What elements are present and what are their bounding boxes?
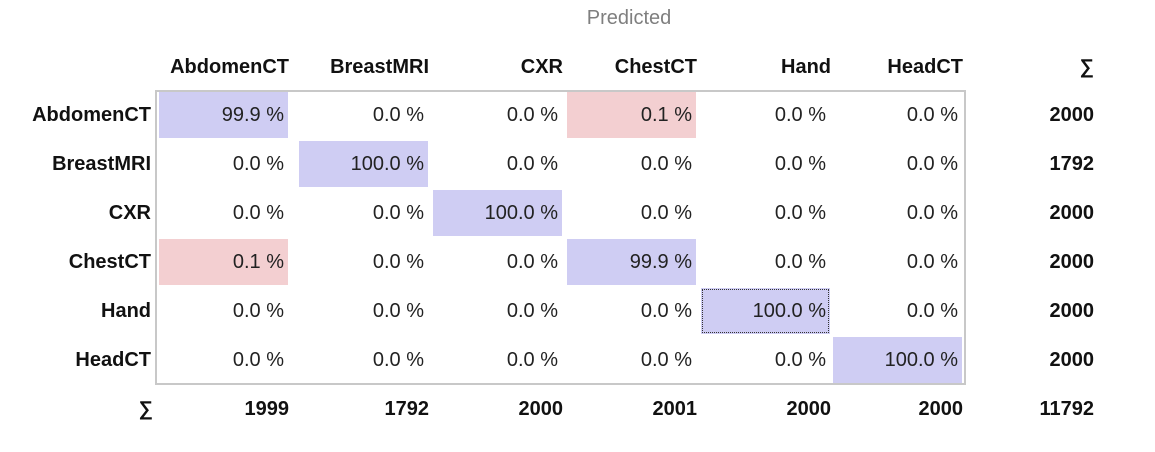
column-sum: 2000 xyxy=(918,397,964,420)
matrix-cell[interactable]: 0.0 % xyxy=(372,103,424,126)
matrix-cell[interactable]: 0.0 % xyxy=(232,348,284,371)
matrix-cell[interactable]: 0.0 % xyxy=(906,152,958,175)
column-header-breastmri: BreastMRI xyxy=(330,55,429,78)
matrix-cell[interactable]: 0.0 % xyxy=(506,250,558,273)
matrix-cell[interactable]: 0.0 % xyxy=(640,348,692,371)
column-sum: 2000 xyxy=(786,397,832,420)
matrix-cell[interactable]: 0.0 % xyxy=(506,299,558,322)
matrix-cell[interactable]: 100.0 % xyxy=(299,141,428,187)
matrix-cell[interactable]: 0.0 % xyxy=(640,152,692,175)
row-sum: 2000 xyxy=(1049,250,1095,273)
column-sum: 1792 xyxy=(384,397,430,420)
row-sum: 2000 xyxy=(1049,201,1095,224)
row-header-chestct: ChestCT xyxy=(68,250,151,273)
axis-title-predicted: Predicted xyxy=(586,7,672,29)
matrix-cell[interactable]: 0.0 % xyxy=(506,348,558,371)
matrix-cell[interactable]: 0.0 % xyxy=(774,348,826,371)
matrix-cell[interactable]: 0.0 % xyxy=(906,201,958,224)
row-sum: 1792 xyxy=(1049,152,1095,175)
row-header-hand: Hand xyxy=(101,299,151,322)
matrix-cell[interactable]: 0.0 % xyxy=(640,201,692,224)
matrix-cell[interactable]: 0.0 % xyxy=(506,152,558,175)
matrix-cell[interactable]: 0.0 % xyxy=(774,103,826,126)
column-header-headct: HeadCT xyxy=(887,55,963,78)
row-header-cxr: CXR xyxy=(108,201,151,224)
matrix-cell[interactable]: 0.0 % xyxy=(906,299,958,322)
column-header-abdomenct: AbdomenCT xyxy=(170,55,289,78)
matrix-cell[interactable]: 100.0 % xyxy=(433,190,562,236)
matrix-cell[interactable]: 0.0 % xyxy=(372,201,424,224)
column-header-chestct: ChestCT xyxy=(614,55,697,78)
matrix-cell[interactable]: 0.0 % xyxy=(232,201,284,224)
matrix-cell[interactable]: 0.0 % xyxy=(506,103,558,126)
matrix-cell[interactable]: 0.0 % xyxy=(372,250,424,273)
matrix-cell[interactable]: 0.0 % xyxy=(774,152,826,175)
matrix-cell[interactable]: 0.1 % xyxy=(159,239,288,285)
row-sum: 2000 xyxy=(1049,103,1095,126)
row-header-breastmri: BreastMRI xyxy=(52,152,151,175)
matrix-cell[interactable]: 0.1 % xyxy=(567,92,696,138)
row-header-headct: HeadCT xyxy=(75,348,151,371)
matrix-cell[interactable]: 0.0 % xyxy=(906,250,958,273)
matrix-cell[interactable]: 0.0 % xyxy=(774,250,826,273)
matrix-cell[interactable]: 0.0 % xyxy=(232,152,284,175)
matrix-cell[interactable]: 0.0 % xyxy=(372,348,424,371)
grand-total: 11792 xyxy=(1039,397,1094,420)
matrix-cell[interactable]: 0.0 % xyxy=(774,201,826,224)
matrix-cell[interactable]: 0.0 % xyxy=(232,299,284,322)
matrix-cell[interactable]: 0.0 % xyxy=(906,103,958,126)
column-sum: 2001 xyxy=(652,397,698,420)
column-header-cxr: CXR xyxy=(520,55,563,78)
row-sum: 2000 xyxy=(1049,348,1095,371)
matrix-cell[interactable]: 99.9 % xyxy=(159,92,288,138)
column-sum: 2000 xyxy=(518,397,564,420)
matrix-cell[interactable]: 0.0 % xyxy=(640,299,692,322)
row-header-abdomenct: AbdomenCT xyxy=(32,103,151,126)
row-sum: 2000 xyxy=(1049,299,1095,322)
matrix-cell[interactable]: 100.0 % xyxy=(701,288,830,334)
matrix-cell[interactable]: 100.0 % xyxy=(833,337,962,383)
matrix-cell[interactable]: 0.0 % xyxy=(372,299,424,322)
matrix-cell[interactable]: 99.9 % xyxy=(567,239,696,285)
column-header-sum: ∑ xyxy=(1079,55,1094,78)
column-header-hand: Hand xyxy=(781,55,831,78)
row-header-sum: ∑ xyxy=(138,397,153,420)
column-sum: 1999 xyxy=(244,397,290,420)
